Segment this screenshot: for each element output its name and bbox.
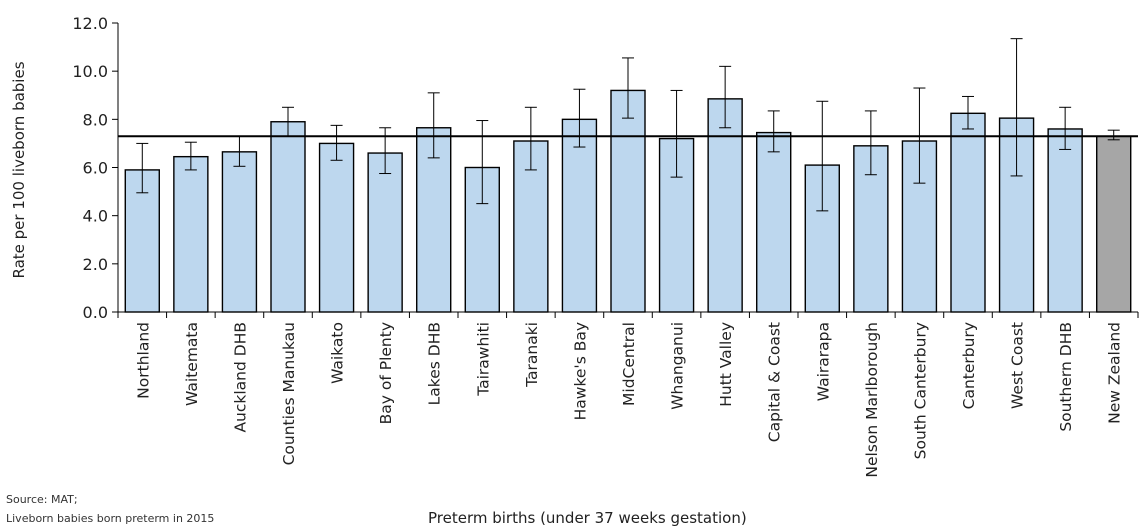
bar <box>610 89 646 313</box>
y-tick-label: 0.0 <box>83 303 108 322</box>
x-tick-label: Wairarapa <box>814 322 832 401</box>
bar <box>173 155 209 313</box>
x-tick-label: Southern DHB <box>1057 322 1075 432</box>
x-tick-label: Canterbury <box>960 322 978 409</box>
x-tick-label: South Canterbury <box>911 322 929 459</box>
x-tick-label: Tairawhiti <box>474 322 492 397</box>
bar <box>950 112 986 313</box>
bar <box>707 98 743 313</box>
x-tick-label: New Zealand <box>1106 322 1124 424</box>
x-tick-label: West Coast <box>1009 322 1027 409</box>
x-tick-label: Whanganui <box>669 322 687 410</box>
bar <box>1047 128 1083 313</box>
bar <box>756 131 792 313</box>
y-tick-label: 6.0 <box>83 159 108 178</box>
data-note: Liveborn babies born preterm in 2015 <box>6 512 215 525</box>
bar <box>221 151 258 313</box>
bar <box>318 142 355 313</box>
y-axis-ticks: 0.0 2.0 4.0 6.0 8.0 10.0 12.0 <box>72 14 118 322</box>
x-tick-label: Bay of Plenty <box>377 322 395 424</box>
x-tick-label: Lakes DHB <box>426 322 444 405</box>
x-tick-label: Waikato <box>329 322 347 384</box>
x-tick-label: Taranaki <box>523 322 541 388</box>
bar <box>416 127 452 313</box>
y-tick-label: 2.0 <box>83 255 108 274</box>
x-axis-ticks: Northland Waitemata Auckland DHB Counties M… <box>117 312 1139 478</box>
x-tick-label: Northland <box>134 322 152 399</box>
y-tick-label: 12.0 <box>72 14 108 33</box>
source-note: Source: MAT; <box>6 493 78 506</box>
x-tick-label: Hawke's Bay <box>571 322 589 420</box>
bar <box>367 152 403 313</box>
y-axis-label: Rate per 100 liveborn babies <box>10 61 28 278</box>
bar <box>561 118 598 313</box>
x-tick-label: Nelson Marlborough <box>863 322 881 478</box>
x-axis-label: Preterm births (under 37 weeks gestation… <box>428 509 747 527</box>
y-tick-label: 4.0 <box>83 207 108 226</box>
bar <box>901 140 938 313</box>
axes <box>117 23 1138 313</box>
x-tick-label: Auckland DHB <box>231 322 249 433</box>
bars <box>124 89 1132 313</box>
bar <box>1096 135 1132 313</box>
bar <box>853 145 889 313</box>
y-tick-label: 10.0 <box>72 62 108 81</box>
x-tick-label: Hutt Valley <box>717 322 735 407</box>
x-tick-label: Waitemata <box>183 322 201 406</box>
x-tick-label: Capital & Coast <box>766 322 784 442</box>
x-tick-label: Counties Manukau <box>280 322 298 465</box>
y-tick-label: 8.0 <box>83 110 108 129</box>
bar <box>270 121 306 313</box>
error-bars <box>136 38 1120 212</box>
x-tick-label: MidCentral <box>620 322 638 406</box>
